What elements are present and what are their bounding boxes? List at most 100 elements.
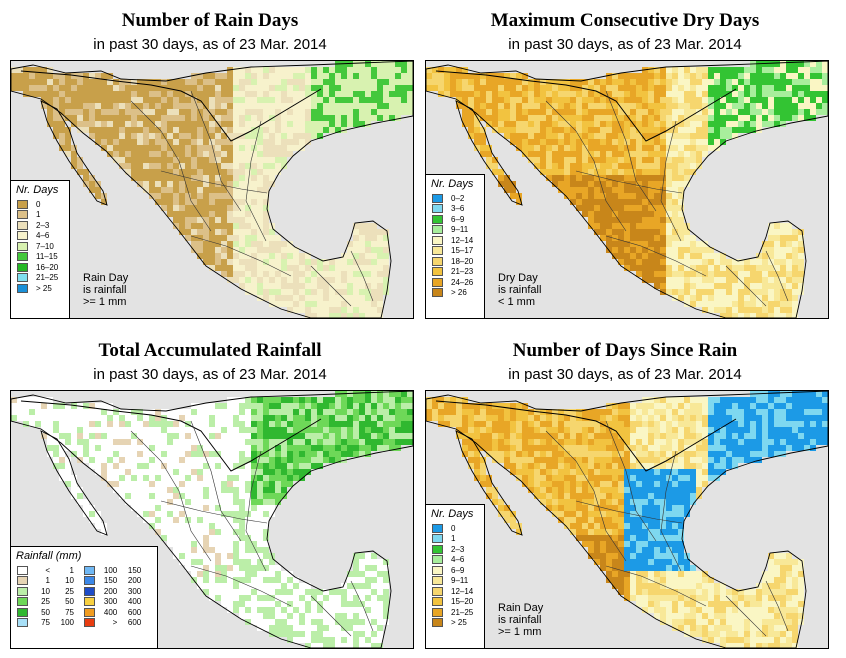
legend-item: 6–9 (426, 214, 484, 225)
legend-swatch (432, 597, 443, 607)
legend-swatch (17, 199, 28, 209)
panel-days-since-rain: Number of Days Since Rain in past 30 day… (415, 330, 835, 655)
legend-item: 400 600 (84, 607, 143, 618)
legend-item: 0 (426, 523, 484, 534)
legend-label: 11–15 (36, 252, 58, 262)
panel-subtitle: in past 30 days, as of 23 Mar. 2014 (93, 366, 327, 383)
state-border (605, 90, 657, 212)
legend-range-high: 600 (127, 607, 142, 617)
state-border (545, 430, 627, 562)
legend-dry-days: Nr. Days 0–2 3–6 6–9 9–11 12–14 15–17 18–20 21–… (426, 174, 485, 318)
legend-swatch (17, 586, 28, 596)
legend-item: 1 10 (17, 576, 76, 587)
legend-swatch (432, 576, 443, 586)
legend-label: 21–25 (36, 273, 59, 283)
legend-range-low: 10 (41, 586, 50, 596)
legend-item: 9–11 (426, 576, 484, 587)
note-line: < 1 mm (498, 296, 535, 308)
coastline (426, 61, 828, 318)
panel-title: Number of Days Since Rain (512, 340, 738, 361)
legend-title: Nr. Days (431, 178, 474, 190)
legend-title: Nr. Days (16, 184, 59, 196)
legend-label: 12–14 (451, 586, 474, 596)
legend-label: > 26 (451, 288, 467, 298)
baja-coastline (40, 430, 108, 536)
legend-item: 12–14 (426, 235, 484, 246)
legend-swatch (17, 565, 28, 575)
state-border (545, 100, 627, 232)
legend-item: 1 (11, 210, 69, 221)
legend-swatch (17, 241, 28, 251)
legend-label: 2–3 (36, 220, 50, 230)
legend-label: 1 (36, 210, 41, 220)
map-canvas (426, 61, 828, 318)
legend-swatch (432, 235, 443, 245)
legend-item: 24–26 (426, 277, 484, 288)
legend-swatch (432, 288, 443, 298)
legend-swatch (432, 277, 443, 287)
legend-range-high: 200 (127, 576, 142, 586)
panel-title: Number of Rain Days (121, 10, 299, 31)
legend-swatch (84, 576, 96, 586)
legend-range-high: 150 (127, 565, 142, 575)
legend-swatch (17, 607, 28, 617)
legend-range-high: 400 (127, 597, 142, 607)
note-line: Rain Day (498, 602, 544, 614)
note-line: Dry Day (498, 272, 538, 284)
panel-title: Maximum Consecutive Dry Days (490, 10, 760, 31)
legend-item: 2–3 (426, 544, 484, 555)
legend-item: 15–20 (426, 597, 484, 608)
legend-item: 10 25 (17, 586, 76, 597)
legend-label: 0 (36, 199, 41, 209)
legend-item: 4–6 (11, 231, 69, 242)
legend-item: 9–11 (426, 225, 484, 236)
map-canvas (11, 61, 413, 318)
legend-label: 4–6 (36, 231, 50, 241)
legend-note: Dry Day is rainfall < 1 mm (498, 272, 541, 308)
legend-label: 4–6 (451, 555, 465, 565)
map-dry-days: Nr. Days 0–2 3–6 6–9 9–11 12–14 15–17 18–20 21–… (425, 60, 829, 319)
legend-swatch (17, 210, 28, 220)
legend-swatch (84, 597, 96, 607)
legend-swatch (17, 252, 28, 262)
legend-item: 21–25 (426, 607, 484, 618)
state-border (575, 500, 683, 524)
legend-swatch (432, 544, 443, 554)
legend-note: Rain Day is rainfall >= 1 mm (83, 272, 128, 308)
legend-range-low: 25 (41, 597, 50, 607)
legend-item: <1 (17, 565, 76, 576)
state-border (245, 450, 267, 572)
map-rain-days: Nr. Days 0 1 2–3 4–6 7–10 11–15 16–20 21–25 > 25… (10, 60, 414, 319)
panel-title: Total Accumulated Rainfall (98, 340, 322, 361)
state-border (350, 250, 374, 302)
legend-swatch (432, 607, 443, 617)
legend-range-high: 25 (65, 586, 74, 596)
legend-swatch (432, 523, 443, 533)
legend-label: 15–17 (451, 246, 474, 256)
legend-item: 21–25 (11, 273, 69, 284)
legend-label: 2–3 (451, 544, 465, 554)
legend-label: 7–10 (36, 241, 54, 251)
legend-label: 15–20 (451, 597, 474, 607)
legend-range-low: 300 (103, 597, 118, 607)
legend-item: 12–14 (426, 586, 484, 597)
legend-label: 3–6 (451, 204, 465, 214)
legend-label: 21–23 (451, 267, 474, 277)
note-line: is rainfall (498, 284, 542, 296)
state-border (660, 450, 682, 572)
legend-range-high: 10 (65, 576, 74, 586)
state-border (160, 500, 268, 524)
state-border (725, 265, 767, 307)
legend-swatch (17, 262, 28, 272)
legend-label: 0 (451, 523, 456, 533)
legend-label: > 25 (451, 618, 467, 628)
legend-swatch (17, 597, 28, 607)
state-border (575, 170, 683, 194)
legend-range-high: 1 (69, 565, 74, 575)
legend-rain-days: Nr. Days 0 1 2–3 4–6 7–10 11–15 16–20 21–25 > 25 (11, 180, 70, 318)
panel-dry-days: Maximum Consecutive Dry Days in past 30 … (415, 0, 835, 325)
note-line: >= 1 mm (83, 296, 127, 308)
state-border (660, 120, 682, 242)
legend-item: 15–17 (426, 246, 484, 257)
legend-swatch (432, 256, 443, 266)
